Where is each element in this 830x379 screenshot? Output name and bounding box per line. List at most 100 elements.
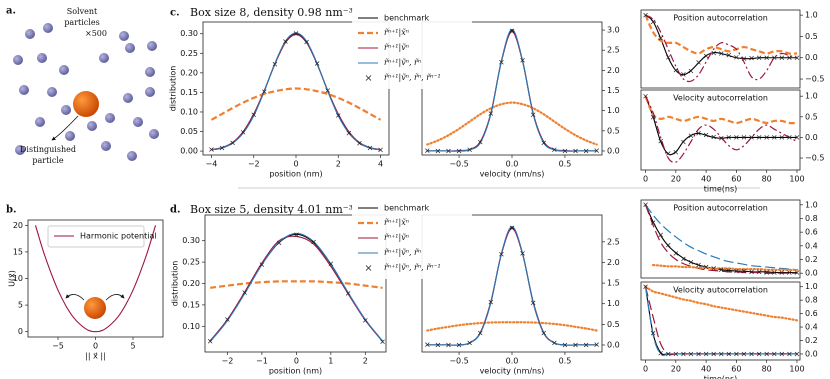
x-tick-label: 0	[643, 175, 648, 184]
marker	[363, 318, 368, 323]
particle	[84, 297, 106, 319]
x-axis-label: position (nm)	[269, 170, 322, 179]
y-tick-label: 1.0	[805, 11, 818, 20]
y-axis-label: distribution	[171, 261, 180, 307]
series-line	[427, 225, 597, 346]
y-tick-label: 1.0	[805, 200, 818, 209]
x-tick-label: 40	[701, 365, 711, 374]
plot-area	[207, 232, 385, 344]
marker	[749, 351, 754, 357]
y-tick-label: 0.00	[180, 147, 198, 156]
marker	[719, 267, 724, 273]
x-tick-label: 60	[731, 365, 741, 374]
y-tick-label: 0.0	[805, 349, 818, 358]
marker	[378, 147, 383, 153]
y-tick-label: 2.0	[607, 66, 620, 75]
marker	[650, 114, 656, 120]
marker	[719, 135, 724, 141]
legend-label: r̃ⁿ⁺¹|ṽⁿ	[384, 233, 409, 242]
y-tick-label: 3.0	[607, 26, 620, 35]
marker	[772, 135, 777, 140]
legend-label: r̃ⁿ⁺¹|ṽⁿ, r̃ⁿ, r̃ⁿ⁻¹	[384, 73, 441, 82]
x-tick-label: −5	[52, 342, 64, 351]
subplot-title: Position autocorrelation	[673, 14, 768, 23]
legend-label: Harmonic potential	[80, 232, 157, 241]
row-title: Box size 8, density 0.98 nm⁻³	[190, 6, 353, 19]
marker	[259, 262, 265, 267]
marker	[711, 134, 716, 140]
legend-label: r̃ⁿ⁺¹|ṽⁿ, r̃ⁿ	[384, 248, 421, 257]
marker	[688, 351, 694, 357]
marker	[520, 251, 525, 256]
series-line	[426, 321, 598, 332]
x-tick-label: 4	[378, 160, 383, 169]
y-tick-label: 0.6	[805, 228, 818, 237]
marker	[594, 342, 599, 347]
marker	[650, 220, 656, 225]
x-tick-label: 1	[328, 357, 333, 366]
marker	[467, 340, 472, 346]
marker	[346, 130, 352, 136]
x-tick-label: 0	[643, 365, 648, 374]
marker	[673, 251, 679, 256]
y-tick-label: 0.4	[805, 323, 818, 332]
marker	[240, 130, 246, 135]
marker	[711, 351, 716, 357]
marker	[764, 135, 769, 140]
solvent-label: ×500	[85, 29, 107, 38]
plot-area	[34, 225, 157, 333]
marker	[681, 256, 686, 262]
marker	[673, 67, 679, 73]
plot-area	[643, 93, 800, 163]
marker	[696, 262, 701, 268]
y-tick-label: 15	[13, 247, 23, 256]
marker	[272, 61, 278, 67]
marker	[488, 111, 494, 116]
marker	[209, 147, 214, 152]
subplot-title: Position autocorrelation	[673, 204, 768, 213]
marker	[650, 19, 656, 25]
marker	[488, 299, 494, 305]
marker	[658, 35, 663, 41]
marker	[425, 342, 430, 347]
panel-label: b.	[6, 205, 16, 216]
x-tick-label: 5	[130, 342, 135, 351]
y-tick-label: 0.0	[607, 146, 620, 155]
x-tick-label: 0.5	[559, 357, 572, 366]
y-tick-label: 2.0	[607, 258, 620, 267]
y-tick-label: 0.20	[182, 279, 200, 288]
marker	[711, 266, 716, 271]
series-line	[211, 33, 381, 151]
marker	[345, 291, 351, 296]
series-line	[645, 204, 798, 271]
marker	[756, 55, 762, 60]
x-tick-label: 0.5	[559, 160, 572, 169]
marker	[456, 148, 462, 154]
marker	[467, 147, 472, 153]
legend-label: r̃ⁿ⁺¹|x̃ⁿ	[384, 218, 409, 227]
x-tick-label: 60	[731, 175, 741, 184]
marker	[251, 112, 256, 117]
x-tick-label: 0.0	[506, 357, 519, 366]
marker	[583, 148, 589, 154]
y-tick-label: 0.0	[805, 133, 818, 142]
y-tick-label: 0.8	[805, 296, 818, 305]
x-tick-label: 0	[93, 342, 98, 351]
marker	[380, 339, 385, 344]
marker	[726, 52, 732, 58]
y-tick-label: 0.30	[182, 236, 200, 245]
series-line	[644, 95, 798, 163]
legend-label: r̃ⁿ⁺¹|x̃ⁿ	[384, 28, 409, 37]
series-line	[644, 95, 797, 125]
marker	[794, 135, 800, 140]
y-tick-label: 0.15	[182, 300, 200, 309]
y-tick-label: 0.05	[180, 127, 198, 136]
x-axis-label: velocity (nm/ns)	[480, 367, 545, 376]
series-line	[209, 232, 383, 343]
marker	[336, 113, 341, 118]
marker	[499, 251, 504, 257]
marker	[643, 12, 648, 18]
marker	[787, 135, 792, 140]
marker	[696, 351, 701, 357]
